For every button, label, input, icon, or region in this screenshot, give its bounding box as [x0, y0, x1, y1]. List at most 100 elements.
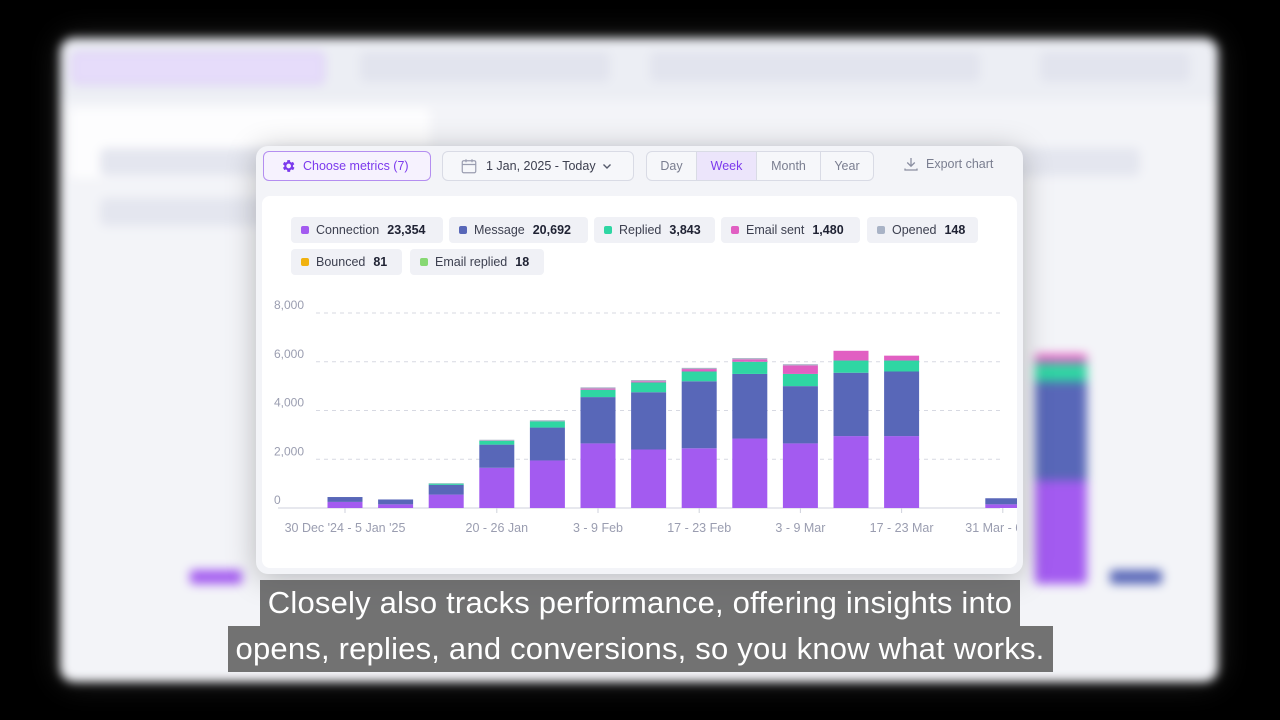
bar-segment-opened [681, 367, 717, 370]
period-month-tab[interactable]: Month [757, 152, 821, 180]
background-date-pill [360, 52, 610, 82]
bar-segment-connection [479, 467, 515, 508]
bar-segment-message [884, 371, 920, 437]
legend-swatch [301, 226, 309, 234]
bar-segment-email-sent [833, 350, 869, 361]
legend-label: Message [474, 223, 525, 237]
x-tick-label: 3 - 9 Feb [573, 521, 623, 535]
bar-segment-replied [732, 361, 768, 374]
bar-segment-connection [631, 449, 667, 508]
x-tick-label: 20 - 26 Jan [466, 521, 529, 535]
legend-swatch [301, 258, 309, 266]
background-period-pill [650, 52, 980, 82]
bar-segment-message [833, 372, 869, 437]
background-toolbar [60, 38, 1218, 100]
legend-item-message[interactable]: Message 20,692 [449, 217, 588, 243]
legend-value: 18 [515, 255, 530, 269]
x-tick-label: 30 Dec '24 - 5 Jan '25 [285, 521, 406, 535]
legend-item-opened[interactable]: Opened 148 [867, 217, 978, 243]
legend-value: 1,480 [812, 223, 844, 237]
chart-panel: Connection 23,354 Message 20,692 Replied 3,84… [262, 196, 1017, 568]
legend-value: 20,692 [532, 223, 571, 237]
bar-segment-message [782, 386, 818, 444]
bar-segment-email-sent [884, 355, 920, 361]
chart-card: Choose metrics (7) 1 Jan, 2025 - Today D… [256, 146, 1023, 574]
bar-segment-message [985, 498, 1017, 505]
bar-segment-replied [833, 360, 869, 373]
date-range-picker[interactable]: 1 Jan, 2025 - Today [442, 151, 634, 181]
bar-segment-replied [580, 389, 616, 398]
legend-label: Email sent [746, 223, 805, 237]
bar-segment-replied [782, 373, 818, 387]
bar-segment-connection [833, 436, 869, 508]
bar-segment-replied [479, 440, 515, 445]
x-tick-label: 3 - 9 Mar [775, 521, 825, 535]
y-tick-label: 4,000 [274, 396, 304, 410]
legend-item-bounced[interactable]: Bounced 81 [291, 249, 402, 275]
bar-segment-replied [631, 382, 667, 393]
bar-segment-opened [782, 364, 818, 366]
bar-segment-replied [884, 360, 920, 372]
legend-label: Connection [316, 223, 380, 237]
legend-value: 148 [944, 223, 966, 237]
bar-segment-opened [732, 358, 768, 360]
bar-segment-email-sent [732, 359, 768, 362]
y-tick-label: 8,000 [274, 298, 304, 312]
choose-metrics-button[interactable]: Choose metrics (7) [263, 151, 431, 181]
background-bar-short [1110, 570, 1162, 584]
legend-item-email-replied[interactable]: Email replied 18 [410, 249, 544, 275]
background-legend-row-2 [100, 198, 270, 226]
bar-segment-connection [529, 460, 565, 508]
chevron-down-icon [602, 164, 611, 169]
bar-segment-message [681, 381, 717, 449]
download-icon [904, 158, 918, 171]
x-tick-label: 17 - 23 Mar [870, 521, 934, 535]
bar-segment-opened [529, 420, 565, 422]
background-bar-left [190, 570, 242, 584]
bar-segment-connection [985, 504, 1017, 508]
legend-item-connection[interactable]: Connection 23,354 [291, 217, 443, 243]
bar-segment-email-sent [782, 365, 818, 374]
bar-segment-message [327, 497, 363, 502]
x-tick-label: 17 - 23 Feb [667, 521, 731, 535]
bar-segment-connection [884, 436, 920, 508]
bar-segment-connection [681, 448, 717, 508]
bar-segment-message [631, 392, 667, 450]
y-tick-label: 0 [274, 493, 281, 507]
bar-segment-message [479, 444, 515, 468]
legend-swatch [604, 226, 612, 234]
period-year-tab[interactable]: Year [834, 159, 860, 173]
legend-item-replied[interactable]: Replied 3,843 [594, 217, 715, 243]
legend-value: 3,843 [669, 223, 701, 237]
period-day-tab[interactable]: Day [647, 152, 697, 180]
legend-item-email-sent[interactable]: Email sent 1,480 [721, 217, 860, 243]
bar-segment-connection [732, 438, 768, 508]
bar-segment-opened [631, 380, 667, 382]
bar-segment-connection [782, 443, 818, 508]
y-tick-label: 6,000 [274, 347, 304, 361]
legend-value: 81 [373, 255, 388, 269]
legend-swatch [420, 258, 428, 266]
bar-segment-connection [327, 501, 363, 508]
bar-segment-connection [378, 504, 414, 508]
bar-segment-opened [479, 439, 515, 441]
bar-segment-opened [580, 387, 616, 389]
gear-icon [282, 160, 295, 172]
export-chart-button[interactable]: Export chart [902, 155, 993, 173]
x-tick-label: 31 Mar - 6 Ap [965, 521, 1017, 535]
bar-segment-message [378, 499, 414, 505]
chart-toolbar: Choose metrics (7) 1 Jan, 2025 - Today D… [256, 146, 1023, 190]
period-week-tab[interactable]: Week [697, 152, 757, 180]
bar-segment-connection [580, 443, 616, 508]
legend-label: Opened [892, 223, 937, 237]
bar-segment-replied [529, 421, 565, 428]
export-chart-label: Export chart [926, 157, 994, 171]
legend-swatch [459, 226, 467, 234]
bar-segment-message [529, 427, 565, 461]
legend-swatch [731, 226, 739, 234]
bar-segment-replied [681, 371, 717, 382]
bar-segment-email-sent [580, 388, 616, 390]
date-range-label: 1 Jan, 2025 - Today [486, 159, 596, 173]
bar-segment-message [580, 397, 616, 444]
legend-label: Bounced [316, 255, 366, 269]
